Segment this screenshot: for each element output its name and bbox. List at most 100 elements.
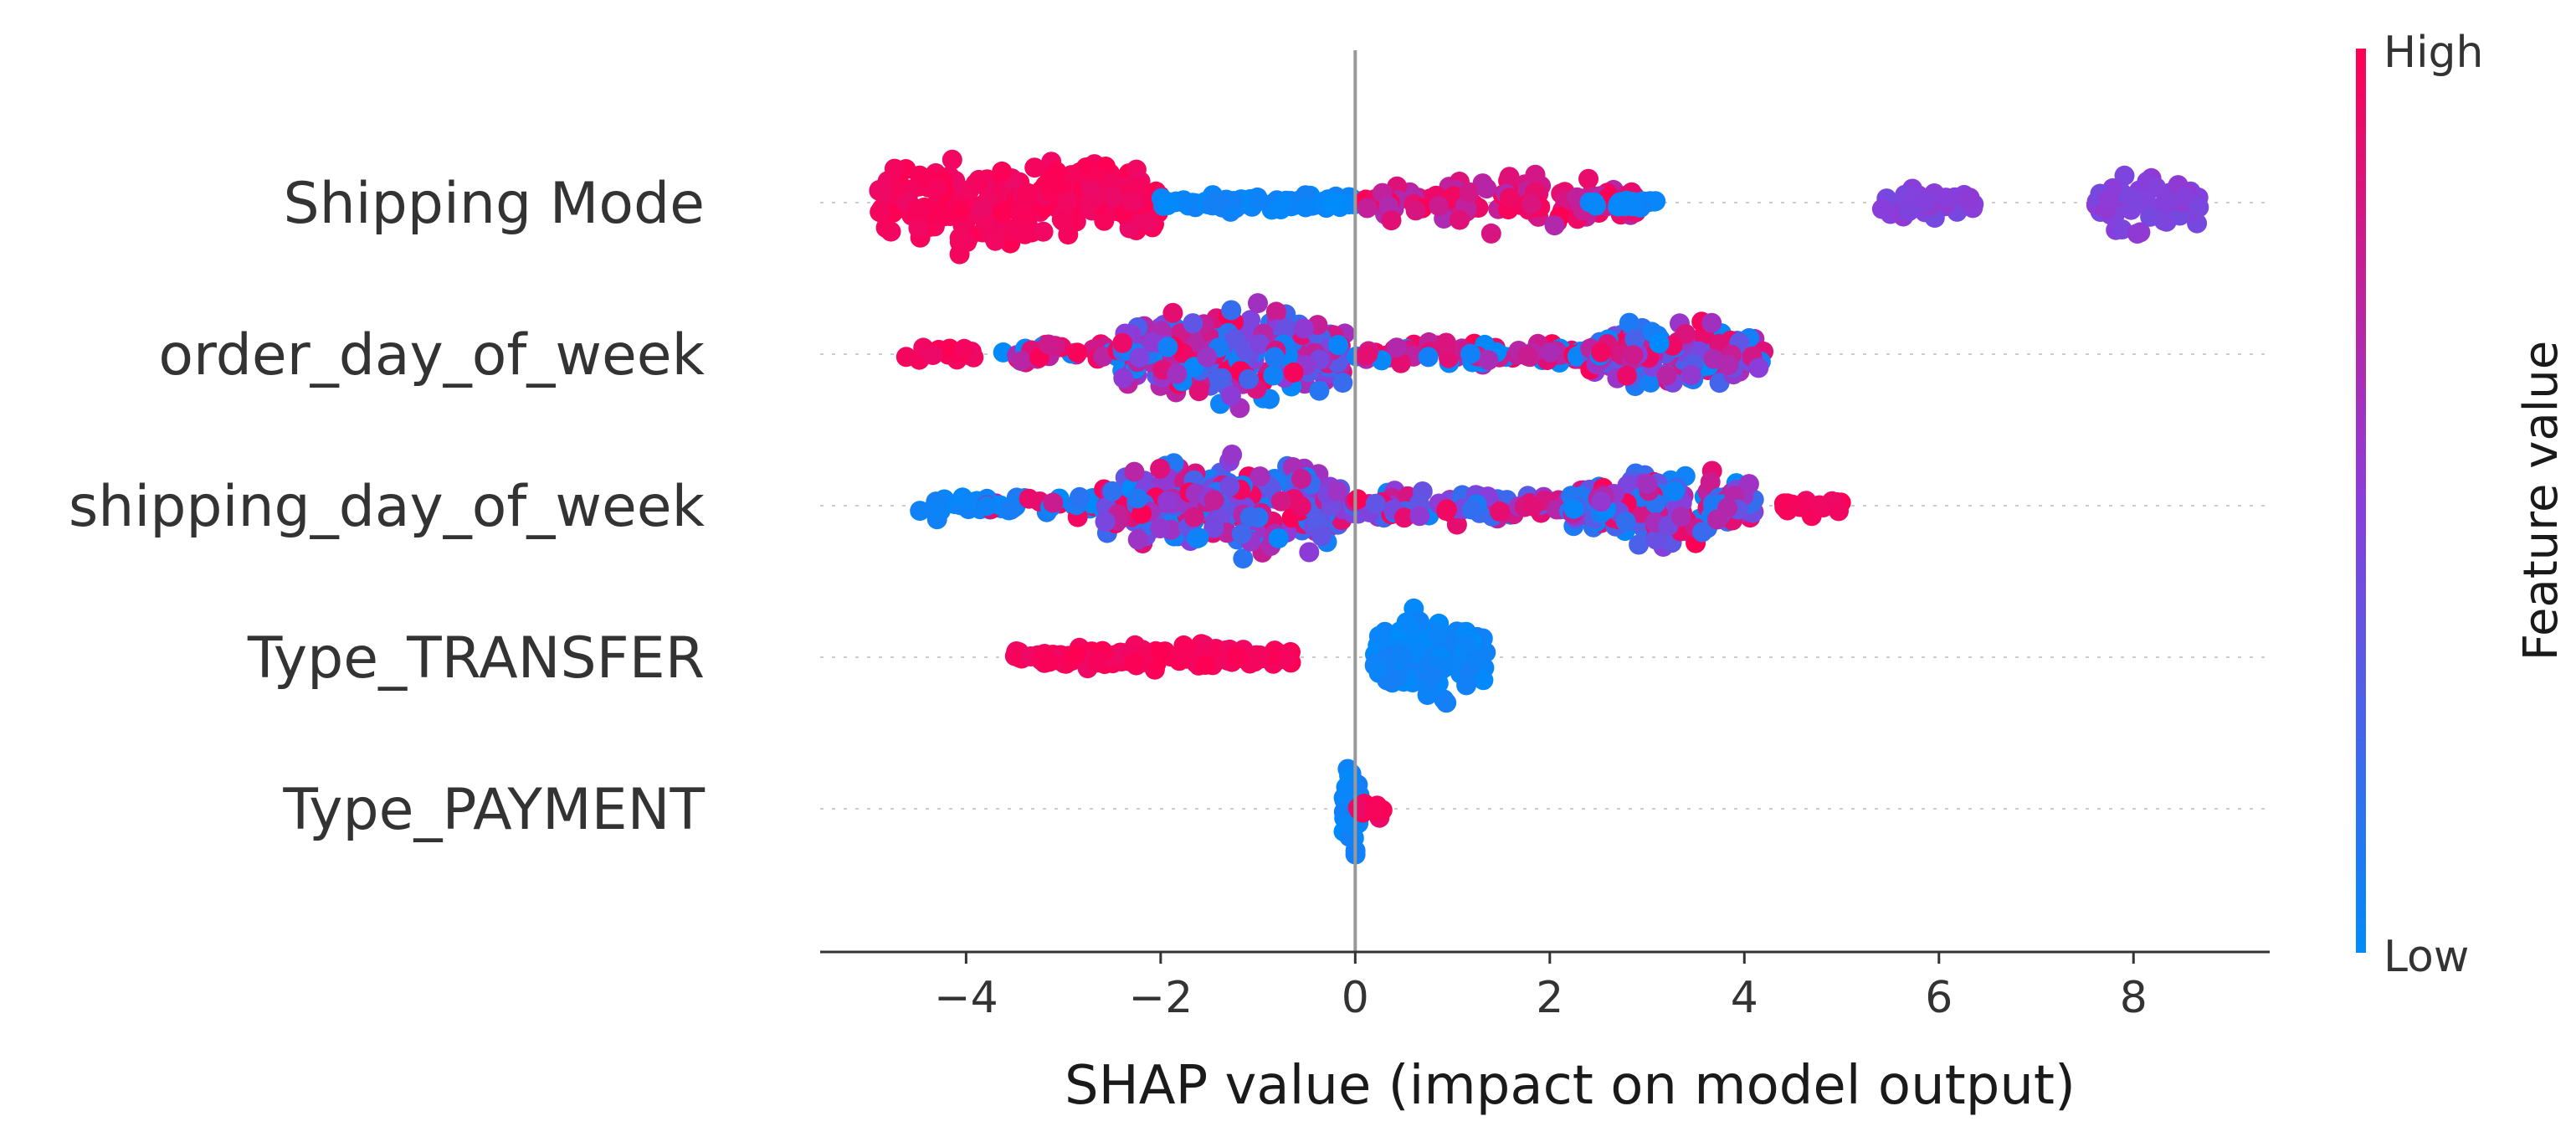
shap-point (1357, 198, 1378, 219)
shap-point (1428, 623, 1449, 644)
shap-point (2098, 188, 2119, 209)
shap-point (1222, 445, 1243, 465)
shap-point (1195, 655, 1216, 675)
x-tick-label: −4 (934, 973, 998, 1023)
shap-point (1131, 503, 1152, 524)
shap-point (1619, 312, 1640, 333)
shap-point (1517, 346, 1538, 367)
shap-point (1151, 642, 1172, 663)
shap-point (949, 228, 970, 249)
shap-point (1450, 209, 1470, 230)
shap-point (1640, 372, 1661, 393)
shap-point (1188, 527, 1209, 548)
shap-point (1623, 196, 1644, 217)
feature-label: order_day_of_week (158, 322, 705, 388)
shap-point (1239, 507, 1260, 527)
shap-point (1112, 332, 1133, 353)
shap-point (992, 161, 1013, 182)
shap-point (1499, 188, 1520, 208)
shap-point (1275, 318, 1296, 339)
shap-point (1208, 368, 1229, 389)
shap-point (1086, 652, 1107, 673)
shap-point (1393, 507, 1414, 528)
shap-point (1240, 310, 1261, 331)
row-gridlines (820, 202, 2270, 810)
x-tick-label: 8 (2120, 973, 2148, 1023)
shap-point (1221, 300, 1242, 321)
shap-point (1231, 523, 1252, 544)
shap-point (1473, 670, 1494, 691)
shap-point (910, 165, 930, 186)
shap-point (968, 173, 989, 194)
shap-point (1159, 193, 1180, 214)
shap-point (1789, 496, 1810, 517)
shap-point (1717, 497, 1737, 518)
shap-point (1239, 368, 1259, 389)
shap-point (1265, 347, 1285, 368)
shap-point (985, 230, 1006, 251)
shap-point (1809, 495, 1829, 516)
shap-point (1038, 334, 1059, 355)
shap-point (1183, 507, 1204, 527)
shap-point (1700, 471, 1721, 492)
shap-point (1327, 481, 1347, 502)
shap-point (1039, 651, 1060, 672)
shap-point (1675, 323, 1696, 344)
shap-point (1439, 347, 1459, 368)
shap-point (1636, 474, 1657, 495)
shap-point (1273, 193, 1294, 213)
shap-point (1157, 337, 1178, 358)
feature-label: Shipping Mode (283, 171, 705, 237)
shap-point (2140, 206, 2161, 227)
shap-point (1250, 645, 1270, 666)
shap-point (1011, 351, 1032, 372)
shap-point (1499, 167, 1520, 188)
shap-point (1365, 493, 1386, 514)
shap-point (1248, 293, 1268, 314)
shap-point (1296, 197, 1316, 218)
shap-point (1521, 193, 1542, 214)
shap-point (1459, 182, 1480, 203)
shap-point (1127, 488, 1148, 509)
shap-point (1391, 646, 1412, 666)
shap-point (1718, 355, 1739, 375)
shap-point (1018, 183, 1039, 203)
shap-point (1681, 365, 1701, 386)
shap-point (2175, 187, 2196, 208)
shap-point (1291, 469, 1311, 490)
shap-point (1522, 496, 1543, 517)
shap-point (922, 345, 943, 365)
shap-point (1043, 492, 1064, 513)
colorbar-gradient (2356, 49, 2366, 953)
shap-point (1460, 343, 1480, 364)
shap-point (926, 498, 947, 519)
shap-point (1291, 496, 1311, 517)
shap-point (1223, 191, 1244, 211)
colorbar: High Low Feature value (2356, 28, 2568, 982)
shap-point (1309, 380, 1330, 401)
shap-point (1446, 514, 1467, 535)
shap-point (1283, 362, 1304, 383)
feature-labels: Shipping Mode order_day_of_week shipping_d… (69, 171, 706, 843)
shap-point (1129, 347, 1150, 368)
x-tick-label: 6 (1925, 973, 1953, 1023)
shap-point (1053, 210, 1074, 231)
shap-point (1381, 210, 1402, 231)
shap-point (1456, 634, 1477, 654)
shap-point (1203, 490, 1224, 511)
shap-point (1578, 168, 1598, 189)
shap-point (1623, 345, 1644, 366)
shap-point (1829, 501, 1849, 522)
shap-point (1871, 198, 1892, 219)
shap-point (1019, 488, 1039, 509)
shap-point (2127, 224, 2148, 244)
shap-point (2112, 219, 2132, 239)
shap-point (1417, 685, 1438, 705)
shap-point (1368, 659, 1388, 680)
shap-point (1004, 220, 1024, 241)
shap-point (1124, 461, 1145, 482)
shap-point (1476, 178, 1497, 199)
x-tick-label: 2 (1536, 973, 1563, 1023)
shap-point (1624, 329, 1645, 350)
shap-point (1233, 548, 1254, 569)
